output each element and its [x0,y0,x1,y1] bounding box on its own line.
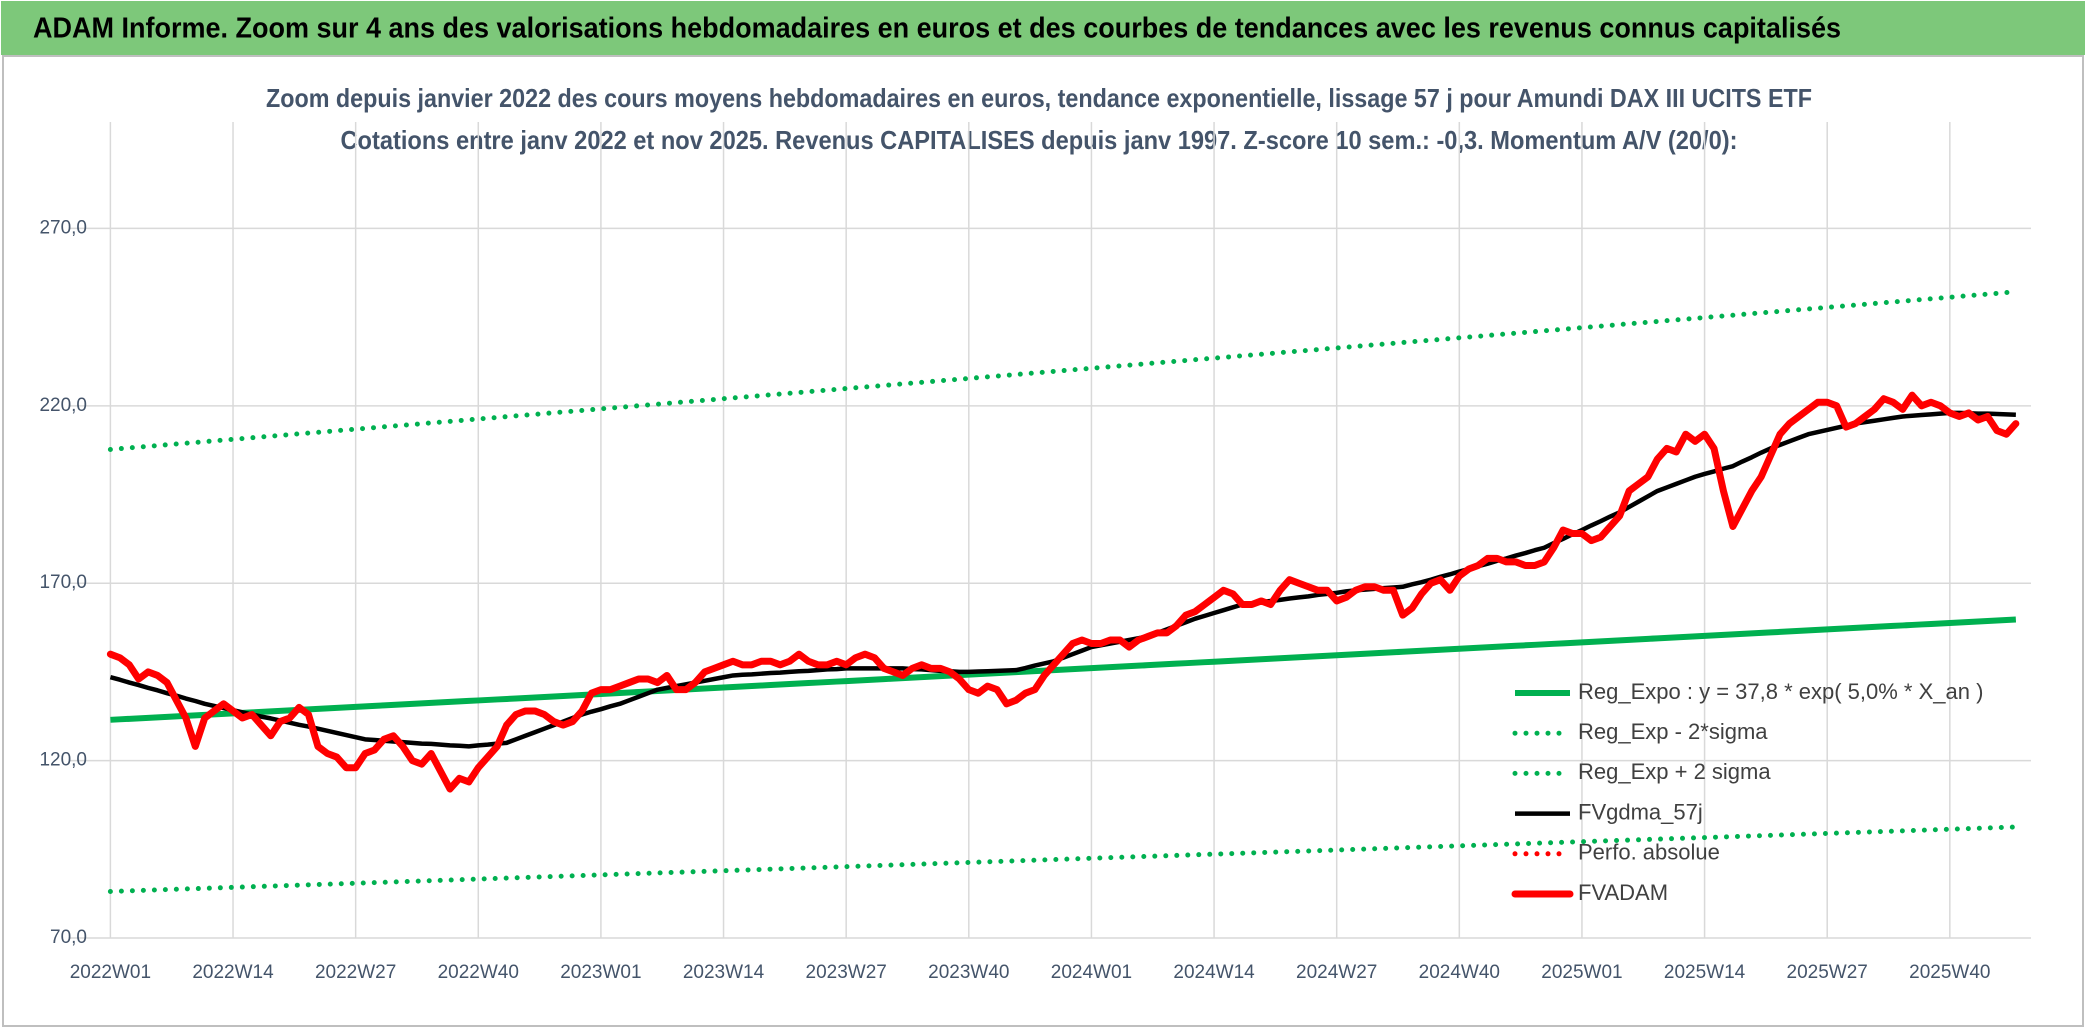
legend-label: FVgdma_57j [1578,799,1703,824]
x-tick-label: 2024W40 [1419,962,1500,983]
x-tick-label: 2024W14 [1173,962,1255,983]
y-tick-label: 220,0 [39,395,87,416]
legend-label: Reg_Exp - 2*sigma [1578,719,1768,744]
x-tick-label: 2023W01 [560,962,641,983]
legend-label: Reg_Exp + 2 sigma [1578,759,1771,784]
page-title: ADAM Informe. Zoom sur 4 ans des valoris… [33,13,1841,45]
x-tick-label: 2025W14 [1664,962,1746,983]
y-tick-label: 270,0 [39,217,87,238]
y-tick-label: 120,0 [39,750,87,771]
x-tick-label: 2024W27 [1296,962,1377,983]
x-tick-label: 2023W40 [928,962,1009,983]
series-line [107,289,2019,452]
series-line [107,824,2019,895]
x-tick-label: 2022W27 [315,962,396,983]
y-tick-label: 170,0 [39,572,87,593]
series-line [110,616,2017,723]
x-tick-label: 2023W14 [683,962,765,983]
series-line [106,391,2020,793]
x-tick-label: 2025W27 [1787,962,1868,983]
chart-subtitle: Cotations entre janv 2022 et nov 2025. R… [341,125,1738,155]
x-tick-label: 2025W01 [1541,962,1622,983]
legend-label: FVADAM [1578,880,1668,905]
x-tick-label: 2022W40 [438,962,519,983]
header-band [1,1,2085,55]
legend-label: Reg_Expo : y = 37,8 * exp( 5,0% * X_an ) [1578,679,1983,704]
chart-frame [2,55,2084,1027]
x-tick-label: 2025W40 [1909,962,1990,983]
chart-title: Zoom depuis janvier 2022 des cours moyen… [266,83,1812,113]
x-tick-label: 2023W27 [806,962,887,983]
x-tick-label: 2024W01 [1051,962,1132,983]
y-tick-label: 70,0 [50,927,87,948]
x-tick-label: 2022W14 [192,962,274,983]
x-tick-label: 2022W01 [70,962,151,983]
legend-label: Perfo. absolue [1578,840,1720,865]
